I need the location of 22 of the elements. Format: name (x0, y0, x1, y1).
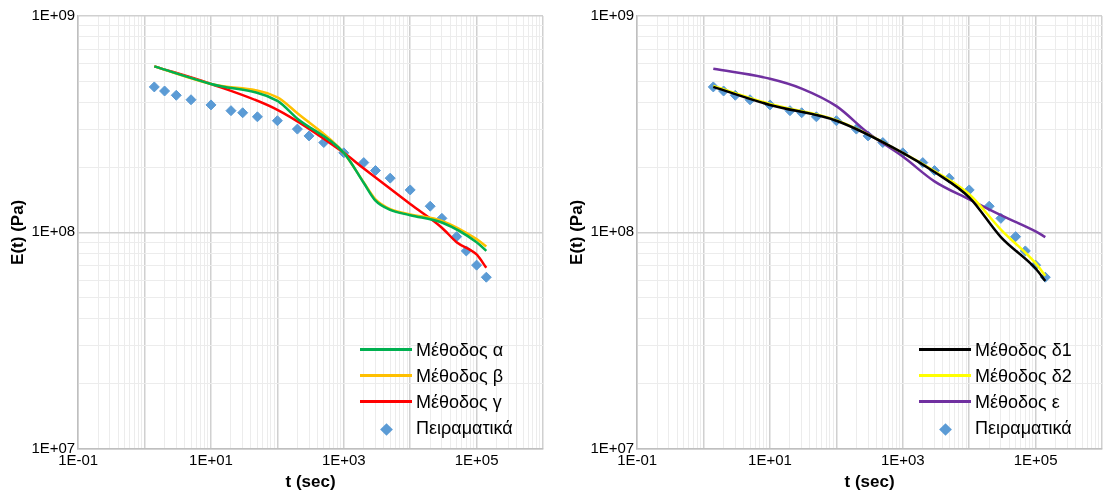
y-tick-label: 1E+09 (590, 6, 635, 24)
legend-label: Μέθοδος ε (975, 390, 1060, 414)
y-tick-label: 1E+08 (590, 222, 635, 240)
legend-label: Μέθοδος β (416, 364, 504, 388)
x-axis-title: t (sec) (285, 472, 336, 492)
y-axis-title: E(t) (Pa) (566, 199, 586, 265)
x-tick-label: 1E+03 (321, 450, 366, 468)
legend-label: Μέθοδος δ1 (975, 338, 1072, 362)
x-tick-label: 1E+05 (1013, 450, 1058, 468)
y-tick-label: 1E+08 (31, 222, 76, 240)
x-tick-label: 1E+01 (748, 450, 792, 468)
x-tick-label: 1E+01 (189, 450, 233, 468)
x-tick-label: 1E+05 (454, 450, 499, 468)
legend-label: Μέθοδος δ2 (975, 364, 1072, 388)
legend-label: Πειραματικά (975, 416, 1072, 440)
legend-label: Πειραματικά (416, 416, 513, 440)
y-axis-title: E(t) (Pa) (7, 199, 27, 265)
legend-label: Μέθοδος γ (416, 390, 502, 414)
legend-label: Μέθοδος α (416, 338, 504, 362)
x-tick-label: 1E+03 (880, 450, 925, 468)
x-axis-title: t (sec) (844, 472, 895, 492)
y-tick-label: 1E+09 (31, 6, 76, 24)
